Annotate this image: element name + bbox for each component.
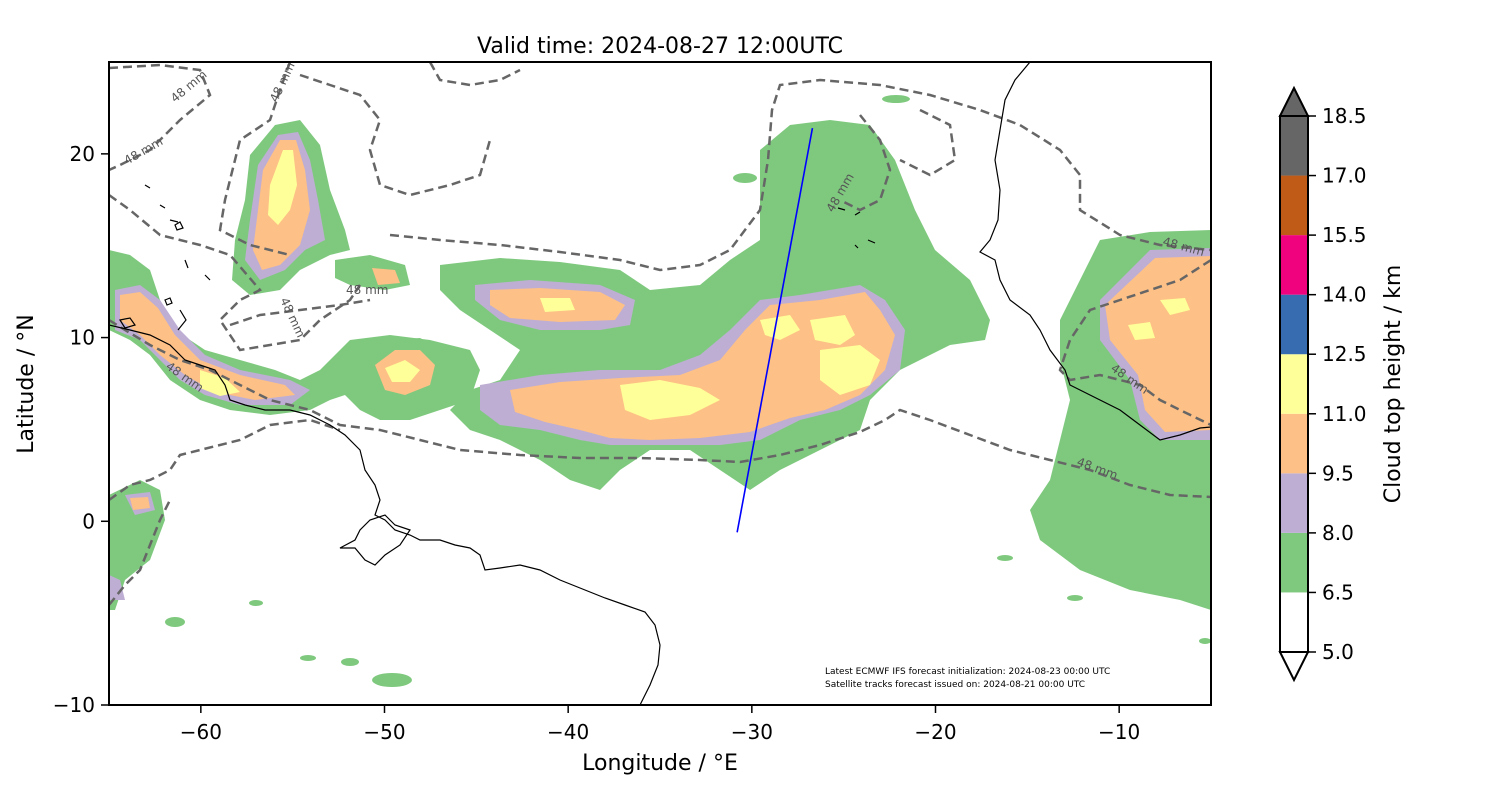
- colorbar-bin: [1280, 413, 1308, 474]
- x-axis-label: Longitude / °E: [582, 751, 738, 776]
- coastline-south-america: [109, 324, 661, 705]
- contour-line: [109, 193, 362, 352]
- colorbar-tick-label: 14.0: [1322, 283, 1367, 307]
- colorbar-tick-label: 12.5: [1322, 342, 1367, 366]
- map-panel: 48 mm 48 mm 48 mm 48 mm 48 mm 48 mm 48 m…: [109, 62, 1211, 705]
- colorbar-bin: [1280, 294, 1308, 355]
- colorbar-extend-min: [1278, 651, 1310, 683]
- cloud-patch: [1067, 595, 1083, 601]
- cloud-patch: [300, 655, 316, 661]
- x-tick-label: −60: [180, 720, 222, 744]
- colorbar-tick-label: 18.5: [1322, 104, 1367, 128]
- forecast-init-note: Latest ECMWF IFS forecast initialization…: [825, 667, 1110, 677]
- colorbar: 5.0 6.5 8.0 9.5 11.0 12.5 14.0 15.5 17.0 18.5: [1278, 85, 1367, 683]
- colorbar-tick-label: 17.0: [1322, 164, 1367, 188]
- cloud-patch: [1199, 638, 1211, 644]
- colorbar-tick-label: 8.0: [1322, 521, 1354, 545]
- cloud-region-small-north-orange: [372, 268, 400, 285]
- cloud-patch: [997, 555, 1013, 561]
- satellite-issue-note: Satellite tracks forecast issued on: 202…: [825, 680, 1085, 690]
- colorbar-bin: [1280, 116, 1308, 176]
- colorbar-tick-label: 9.5: [1322, 461, 1354, 485]
- cloud-patch: [341, 658, 359, 666]
- cloud-top-height-field: [109, 95, 1211, 687]
- contour-line: [299, 73, 492, 197]
- cloud-region-northwest-yellow: [268, 150, 297, 225]
- cloud-region-west-purple: [115, 285, 310, 405]
- contour-line: [1058, 258, 1211, 427]
- colorbar-label: Cloud top height / km: [1381, 265, 1406, 504]
- coastline-islands: [119, 184, 876, 331]
- contour-line: [109, 318, 1211, 499]
- contour-line: [109, 63, 212, 172]
- cloud-region-midwest-yellow: [385, 360, 420, 382]
- cloud-region-east-yellow: [1128, 298, 1190, 340]
- tcwv-contours: [109, 62, 1211, 606]
- contour-line: [218, 62, 292, 257]
- y-tick-label: 0: [82, 509, 95, 533]
- colorbar-tick-label: 11.0: [1322, 402, 1367, 426]
- cloud-region-southwest-purple: [109, 492, 155, 600]
- x-tick-label: −50: [363, 720, 405, 744]
- cloud-patch: [249, 600, 263, 606]
- contour-label: 48 mm: [346, 283, 388, 297]
- contour-line: [389, 78, 1211, 272]
- cloud-patch: [882, 95, 910, 103]
- cloud-region-west-orange: [120, 292, 295, 400]
- cloud-patch: [165, 617, 185, 627]
- coastlines: [109, 62, 1211, 705]
- colorbar-tick-label: 5.0: [1322, 640, 1354, 664]
- colorbar-tick-label: 6.5: [1322, 580, 1354, 604]
- map-frame: [108, 61, 1212, 706]
- coastline-africa: [979, 62, 1211, 441]
- cloud-region-southwest: [109, 480, 165, 610]
- y-axis-label: Latitude / °N: [14, 314, 39, 453]
- coastline-amazon-delta: [339, 514, 411, 566]
- satellite-track-line: [736, 127, 814, 533]
- colorbar-bin: [1280, 473, 1308, 533]
- contour-line: [428, 62, 521, 87]
- cloud-patch: [733, 173, 757, 183]
- y-tick-label: −10: [53, 693, 95, 717]
- contour-line: [109, 499, 172, 606]
- colorbar-bin: [1280, 235, 1308, 295]
- cloud-region-southwest-orange: [130, 497, 150, 510]
- y-tick-label: 10: [70, 326, 95, 350]
- colorbar-bin: [1280, 175, 1308, 236]
- chart-title: Valid time: 2024-08-27 12:00UTC: [477, 34, 843, 59]
- contour-line: [899, 108, 957, 177]
- contour-line: [109, 418, 341, 502]
- colorbar-frame: [1279, 115, 1309, 653]
- y-axis-ticks: −10 0 10 20: [53, 142, 109, 717]
- x-tick-label: −40: [547, 720, 589, 744]
- cloud-region-central-yellow: [540, 298, 880, 420]
- x-tick-label: −30: [731, 720, 773, 744]
- colorbar-bin: [1280, 354, 1308, 414]
- cloud-patch: [372, 673, 412, 687]
- cloud-region-west-yellow: [200, 370, 240, 396]
- colorbar-tick-label: 15.5: [1322, 223, 1367, 247]
- colorbar-extend-max: [1278, 85, 1310, 117]
- colorbar-bin: [1280, 532, 1308, 593]
- contour-line: [229, 298, 371, 327]
- y-tick-label: 20: [70, 142, 95, 166]
- x-axis-ticks: −60 −50 −40 −30 −20 −10: [180, 705, 1140, 744]
- colorbar-bin: [1280, 592, 1308, 652]
- x-tick-label: −10: [1098, 720, 1140, 744]
- x-tick-label: −20: [914, 720, 956, 744]
